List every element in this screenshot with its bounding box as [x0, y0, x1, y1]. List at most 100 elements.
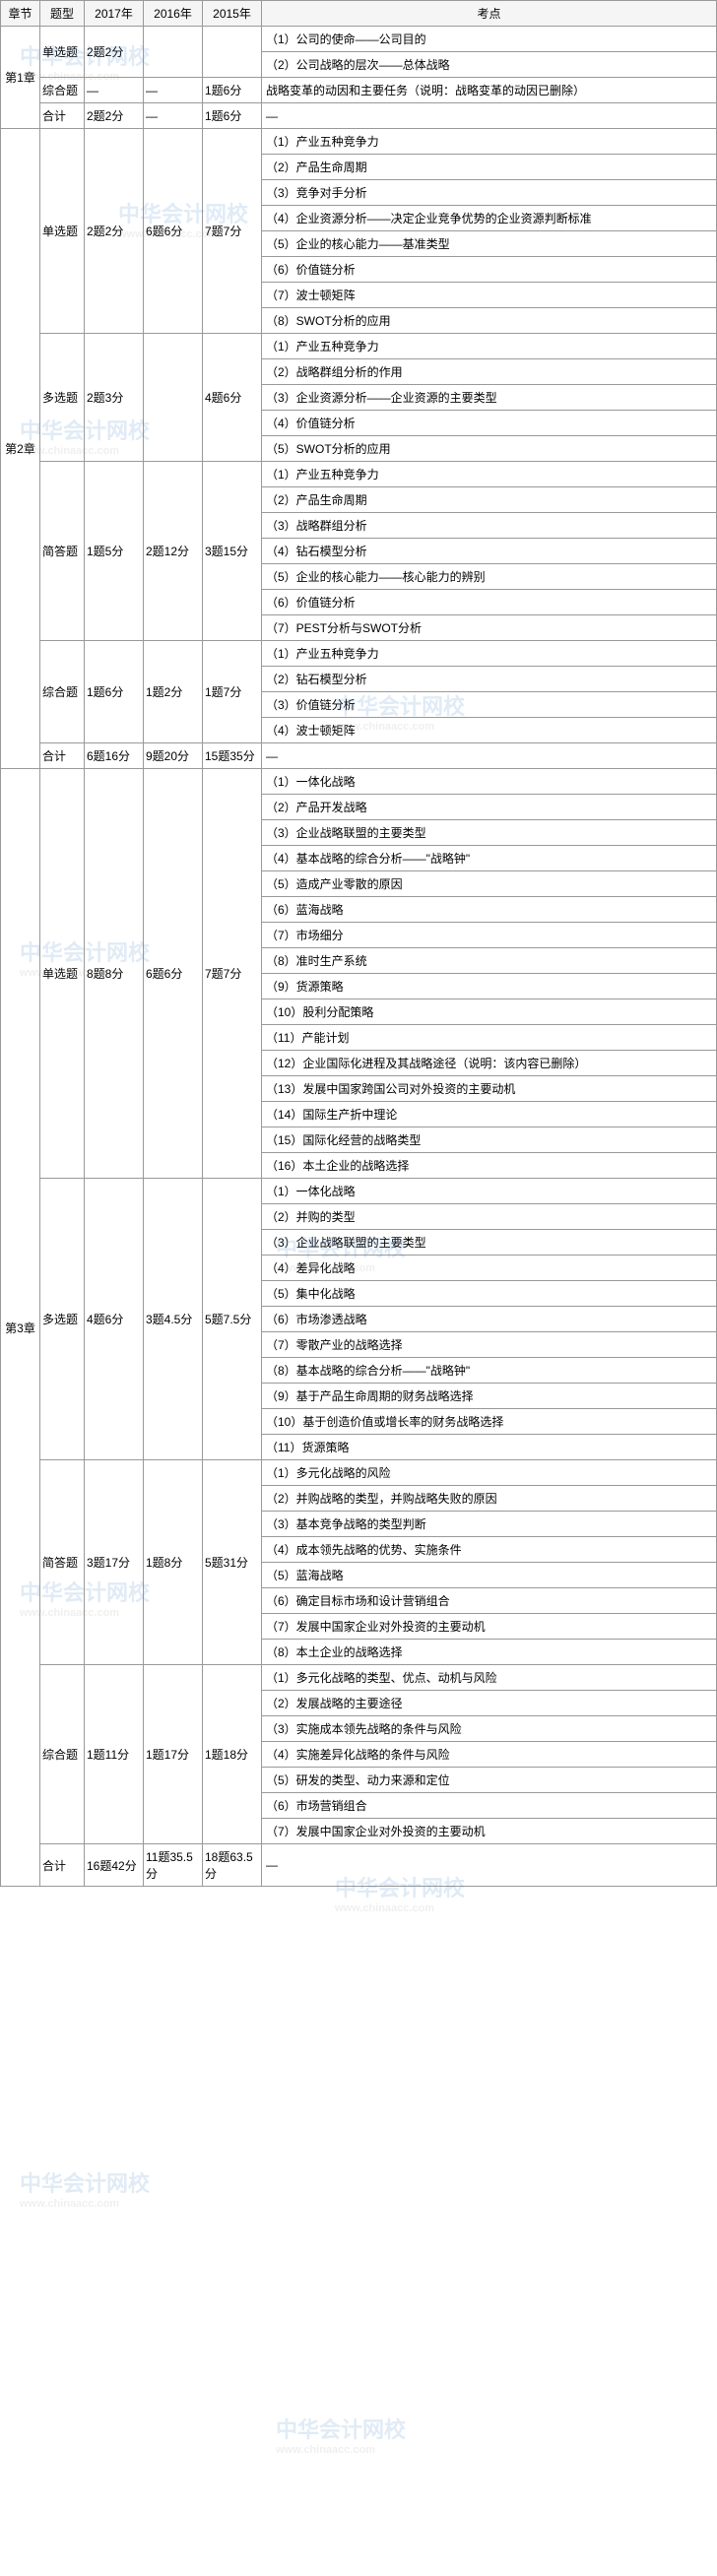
year-2015-cell: 1题6分: [203, 78, 262, 103]
header-2015: 2015年: [203, 1, 262, 27]
topic-cell: （9）货源策略: [262, 974, 717, 999]
topic-cell: （4）钻石模型分析: [262, 539, 717, 564]
topic-cell: （8）准时生产系统: [262, 948, 717, 974]
topic-cell: （2）并购的类型: [262, 1204, 717, 1230]
topic-cell: （3）企业资源分析——企业资源的主要类型: [262, 385, 717, 411]
type-cell: 综合题: [40, 78, 85, 103]
topic-cell: （1）产业五种竞争力: [262, 462, 717, 487]
year-2015-cell: 4题6分: [203, 334, 262, 462]
topic-cell: （4）实施差异化战略的条件与风险: [262, 1742, 717, 1768]
header-2016: 2016年: [144, 1, 203, 27]
year-2015-cell: 15题35分: [203, 743, 262, 769]
type-cell: 单选题: [40, 129, 85, 334]
header-topics: 考点: [262, 1, 717, 27]
topic-cell: （1）一体化战略: [262, 1179, 717, 1204]
table-row: 综合题1题6分1题2分1题7分（1）产业五种竞争力: [1, 641, 717, 667]
topic-cell: （5）企业的核心能力——核心能力的辨别: [262, 564, 717, 590]
watermark: 中华会计网校www.chinaacc.com: [276, 2413, 406, 2456]
year-2016-cell: 1题2分: [144, 641, 203, 743]
section-cell: 第1章: [1, 27, 40, 129]
topic-cell: （5）集中化战略: [262, 1281, 717, 1307]
table-row: 第3章单选题8题8分6题6分7题7分（1）一体化战略: [1, 769, 717, 795]
watermark: 中华会计网校www.chinaacc.com: [20, 2166, 150, 2210]
topic-cell: （5）企业的核心能力——基准类型: [262, 231, 717, 257]
topic-cell: （3）企业战略联盟的主要类型: [262, 1230, 717, 1256]
table-row: 第2章单选题2题2分6题6分7题7分（1）产业五种竞争力: [1, 129, 717, 155]
topic-cell: （8）SWOT分析的应用: [262, 308, 717, 334]
topic-cell: （3）价值链分析: [262, 692, 717, 718]
year-2015-cell: 7题7分: [203, 129, 262, 334]
topic-cell: （3）企业战略联盟的主要类型: [262, 820, 717, 846]
table-row: 简答题1题5分2题12分3题15分（1）产业五种竞争力: [1, 462, 717, 487]
topic-cell: （4）基本战略的综合分析——"战略钟": [262, 846, 717, 871]
topic-cell: （2）并购战略的类型，并购战略失败的原因: [262, 1486, 717, 1512]
topic-cell: （2）战略群组分析的作用: [262, 359, 717, 385]
type-cell: 简答题: [40, 462, 85, 641]
year-2015-cell: 1题7分: [203, 641, 262, 743]
topic-cell: （16）本土企业的战略选择: [262, 1153, 717, 1179]
topic-cell: （6）市场渗透战略: [262, 1307, 717, 1332]
type-cell: 合计: [40, 103, 85, 129]
year-2017-cell: 2题3分: [85, 334, 144, 462]
year-2017-cell: 2题2分: [85, 27, 144, 78]
year-2016-cell: —: [144, 103, 203, 129]
year-2017-cell: 1题11分: [85, 1665, 144, 1844]
topic-cell: —: [262, 1844, 717, 1887]
topic-cell: （6）确定目标市场和设计营销组合: [262, 1588, 717, 1614]
table-row: 合计16题42分11题35.5分18题63.5分—: [1, 1844, 717, 1887]
year-2017-cell: 1题6分: [85, 641, 144, 743]
year-2017-cell: 2题2分: [85, 103, 144, 129]
topic-cell: （6）价值链分析: [262, 257, 717, 283]
year-2015-cell: 7题7分: [203, 769, 262, 1179]
header-type: 题型: [40, 1, 85, 27]
topic-cell: （13）发展中国家跨国公司对外投资的主要动机: [262, 1076, 717, 1102]
year-2016-cell: 11题35.5分: [144, 1844, 203, 1887]
year-2015-cell: 1题6分: [203, 103, 262, 129]
topic-cell: （6）价值链分析: [262, 590, 717, 615]
type-cell: 综合题: [40, 641, 85, 743]
type-cell: 单选题: [40, 769, 85, 1179]
topic-cell: （4）波士顿矩阵: [262, 718, 717, 743]
year-2015-cell: 5题7.5分: [203, 1179, 262, 1460]
table-row: 综合题——1题6分战略变革的动因和主要任务（说明：战略变革的动因已删除）: [1, 78, 717, 103]
table-row: 多选题2题3分4题6分（1）产业五种竞争力: [1, 334, 717, 359]
table-row: 合计2题2分—1题6分—: [1, 103, 717, 129]
topic-cell: （2）钻石模型分析: [262, 667, 717, 692]
table-row: 多选题4题6分3题4.5分5题7.5分（1）一体化战略: [1, 1179, 717, 1204]
topic-cell: （1）产业五种竞争力: [262, 641, 717, 667]
year-2017-cell: 2题2分: [85, 129, 144, 334]
year-2015-cell: 18题63.5分: [203, 1844, 262, 1887]
topic-cell: （3）战略群组分析: [262, 513, 717, 539]
section-cell: 第3章: [1, 769, 40, 1887]
topic-cell: （5）SWOT分析的应用: [262, 436, 717, 462]
year-2015-cell: 3题15分: [203, 462, 262, 641]
topic-cell: （15）国际化经营的战略类型: [262, 1127, 717, 1153]
topic-cell: （8）基本战略的综合分析——"战略钟": [262, 1358, 717, 1384]
year-2015-cell: [203, 27, 262, 78]
topic-cell: （1）产业五种竞争力: [262, 129, 717, 155]
topic-cell: （10）股利分配策略: [262, 999, 717, 1025]
topic-cell: （1）多元化战略的风险: [262, 1460, 717, 1486]
topic-cell: （11）货源策略: [262, 1435, 717, 1460]
topic-cell: （7）PEST分析与SWOT分析: [262, 615, 717, 641]
year-2015-cell: 5题31分: [203, 1460, 262, 1665]
type-cell: 多选题: [40, 1179, 85, 1460]
topic-cell: （1）产业五种竞争力: [262, 334, 717, 359]
year-2017-cell: 8题8分: [85, 769, 144, 1179]
topic-cell: （7）发展中国家企业对外投资的主要动机: [262, 1819, 717, 1844]
topic-cell: （4）成本领先战略的优势、实施条件: [262, 1537, 717, 1563]
topic-cell: （5）造成产业零散的原因: [262, 871, 717, 897]
topic-cell: （2）发展战略的主要途径: [262, 1691, 717, 1716]
topic-cell: （6）蓝海战略: [262, 897, 717, 923]
table-header-row: 章节 题型 2017年 2016年 2015年 考点: [1, 1, 717, 27]
type-cell: 合计: [40, 743, 85, 769]
topic-cell: （7）零散产业的战略选择: [262, 1332, 717, 1358]
topic-cell: （1）公司的使命——公司目的: [262, 27, 717, 52]
topic-cell: （3）实施成本领先战略的条件与风险: [262, 1716, 717, 1742]
topic-cell: （11）产能计划: [262, 1025, 717, 1051]
year-2017-cell: 6题16分: [85, 743, 144, 769]
year-2016-cell: 1题8分: [144, 1460, 203, 1665]
topic-cell: （7）发展中国家企业对外投资的主要动机: [262, 1614, 717, 1640]
topic-cell: 战略变革的动因和主要任务（说明：战略变革的动因已删除）: [262, 78, 717, 103]
year-2016-cell: 3题4.5分: [144, 1179, 203, 1460]
